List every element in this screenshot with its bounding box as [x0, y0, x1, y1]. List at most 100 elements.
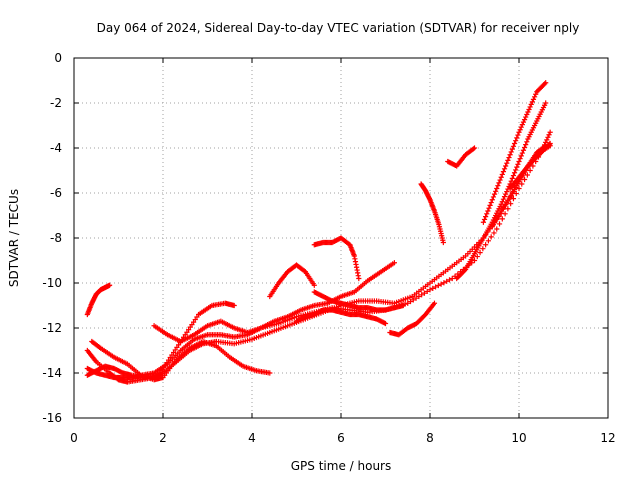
data-point — [498, 201, 504, 207]
data-point — [430, 285, 436, 291]
data-point — [431, 300, 438, 306]
data-point — [416, 293, 422, 300]
data-point — [311, 282, 317, 288]
data-point — [495, 183, 501, 189]
data-point — [444, 278, 450, 284]
track-4 — [89, 338, 273, 383]
data-layer — [84, 80, 553, 385]
track-5 — [84, 300, 237, 381]
data-point — [470, 146, 476, 152]
data-point — [546, 132, 552, 138]
data-point — [382, 320, 389, 327]
data-point — [516, 185, 522, 192]
data-point — [438, 281, 444, 287]
track-8 — [311, 289, 406, 313]
y-tick-label: -6 — [50, 186, 62, 200]
grid — [74, 58, 608, 418]
data-point — [530, 163, 536, 169]
data-point — [446, 277, 453, 283]
data-point — [432, 284, 439, 290]
data-point — [514, 164, 520, 170]
data-point — [510, 196, 517, 202]
data-point — [496, 221, 503, 227]
data-point — [508, 178, 514, 184]
data-point — [541, 81, 548, 87]
data-point — [518, 153, 524, 159]
data-point — [489, 197, 495, 203]
data-point — [449, 275, 455, 282]
plot-frame — [73, 57, 609, 419]
data-point — [96, 344, 103, 351]
data-point — [521, 144, 528, 151]
data-point — [521, 116, 528, 123]
data-point — [525, 109, 531, 115]
data-point — [523, 114, 529, 120]
data-point — [508, 201, 514, 207]
data-point — [506, 154, 512, 161]
data-point — [405, 300, 411, 306]
data-point — [400, 302, 406, 309]
data-point — [499, 216, 505, 222]
data-point — [518, 124, 524, 130]
data-point — [461, 268, 468, 274]
track-17 — [507, 140, 553, 192]
data-point — [515, 132, 521, 138]
data-point — [391, 260, 397, 266]
data-point — [490, 194, 497, 200]
data-point — [496, 180, 502, 186]
y-tick-label: -12 — [42, 321, 62, 335]
data-point — [516, 158, 522, 165]
data-point — [484, 211, 490, 217]
data-point — [531, 94, 538, 100]
y-tick-label: 0 — [54, 51, 62, 65]
data-point — [419, 292, 425, 298]
data-point — [519, 150, 525, 156]
data-point — [514, 135, 520, 141]
data-point — [543, 80, 549, 86]
track-13 — [445, 145, 478, 169]
data-point — [524, 111, 530, 118]
data-point — [544, 137, 550, 143]
y-tick-label: -2 — [50, 96, 62, 110]
data-point — [491, 191, 498, 197]
data-point — [483, 214, 489, 220]
track-3 — [84, 143, 553, 385]
data-point — [516, 129, 522, 135]
data-point — [500, 196, 507, 202]
data-point — [474, 253, 480, 260]
y-tick-label: -14 — [42, 366, 62, 380]
data-point — [477, 250, 483, 256]
track-2 — [84, 129, 553, 381]
data-point — [480, 219, 486, 225]
data-point — [523, 142, 529, 148]
data-point — [505, 157, 511, 163]
data-point — [498, 174, 504, 180]
data-point — [509, 175, 515, 181]
data-point — [520, 119, 527, 125]
data-point — [485, 238, 492, 244]
data-point — [520, 147, 527, 153]
data-point — [500, 169, 507, 175]
x-tick-label: 10 — [511, 431, 526, 445]
data-point — [517, 156, 523, 162]
chart-title: Day 064 of 2024, Sidereal Day-to-day VTE… — [97, 21, 580, 35]
data-point — [507, 152, 513, 158]
y-tick-label: -16 — [42, 411, 62, 425]
data-point — [521, 176, 528, 183]
axis-ticks: 0 2 4 6 8 10 12 0 -2 -4 -6 -8 -10 -12 -14 -16 — [42, 51, 615, 445]
data-point — [413, 295, 419, 301]
x-tick-label: 8 — [426, 431, 434, 445]
data-point — [508, 149, 514, 155]
data-point — [519, 122, 525, 128]
track-14 — [454, 100, 549, 282]
data-point — [499, 199, 505, 205]
data-point — [501, 194, 508, 200]
data-point — [517, 127, 523, 133]
data-point — [513, 167, 519, 173]
data-point — [529, 99, 535, 105]
data-point — [440, 239, 446, 246]
data-point — [527, 167, 533, 174]
data-point — [491, 230, 497, 236]
data-point — [485, 208, 491, 214]
data-point — [435, 282, 441, 289]
